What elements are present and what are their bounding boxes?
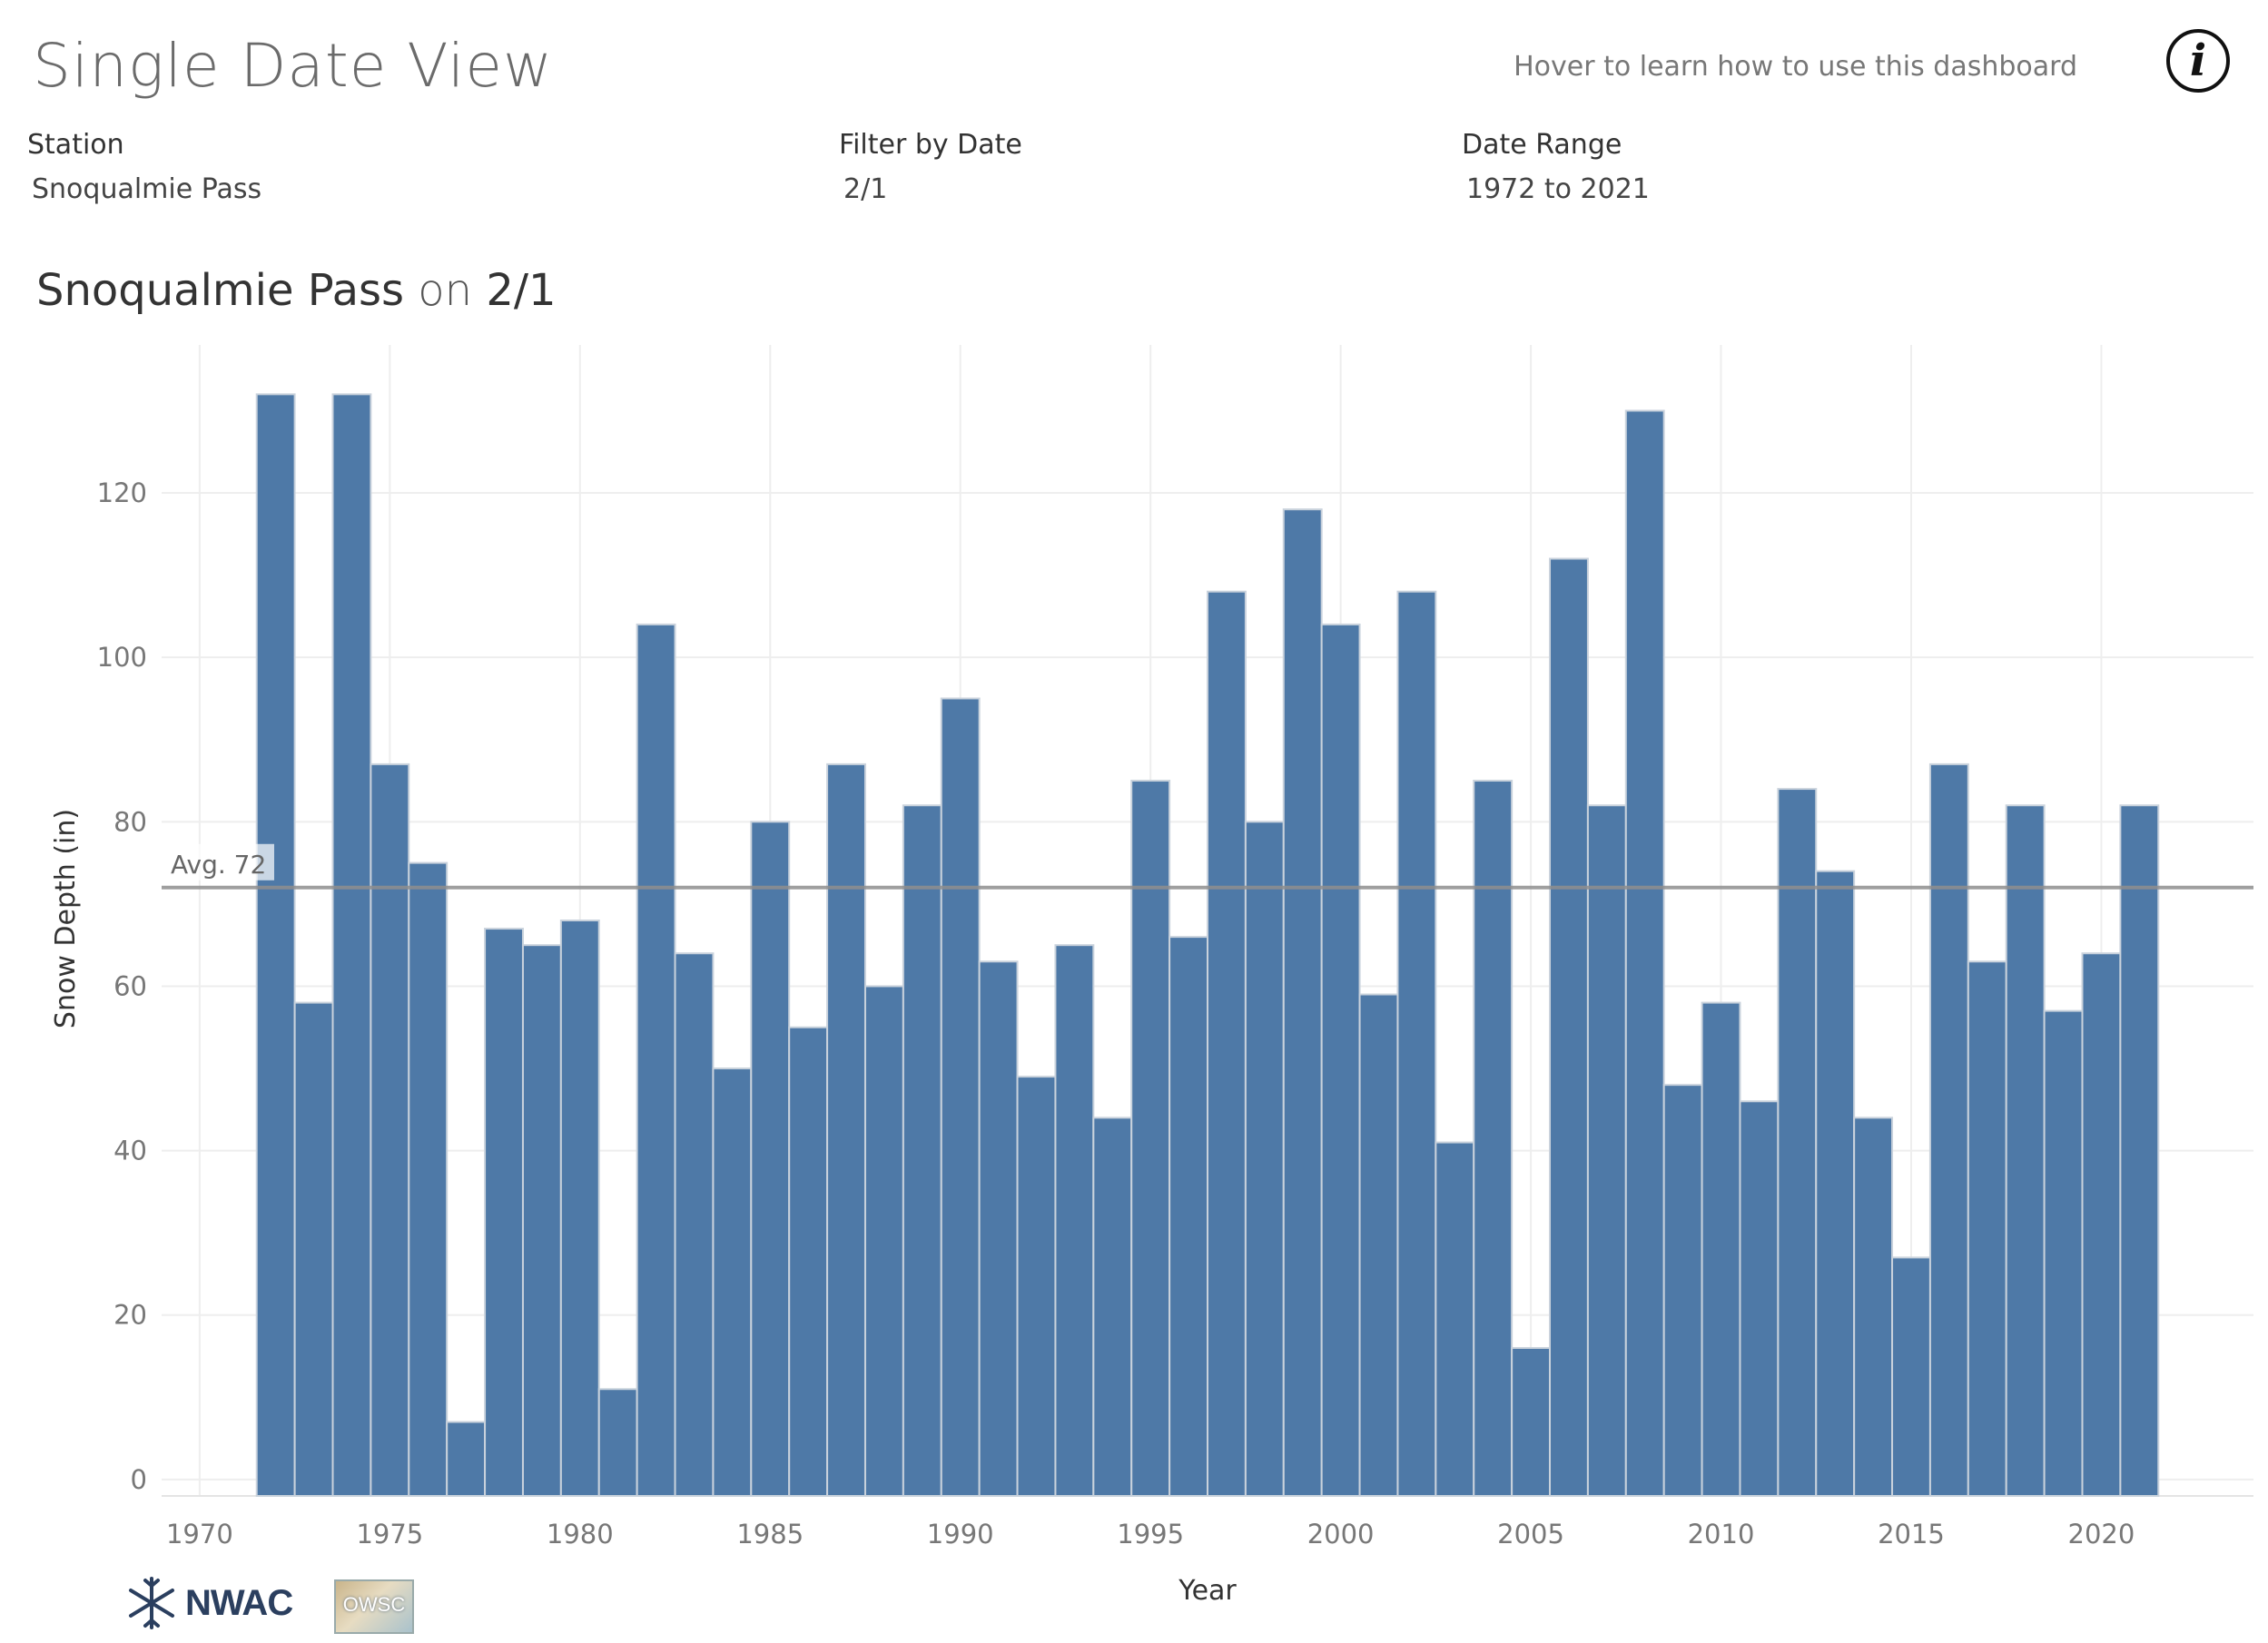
bar: 2001: 59 (1358, 993, 1399, 1497)
x-tick-label: 1975 (356, 1519, 423, 1550)
bar: 2013: 74 (1815, 870, 1856, 1497)
bar: 1997: 108 (1207, 590, 1247, 1497)
x-axis-title: Year (1178, 1575, 1237, 1607)
y-axis-title: Snow Depth (in) (50, 809, 82, 1028)
bar: 1987: 87 (826, 762, 866, 1497)
bar: 2005: 16 (1511, 1346, 1552, 1497)
y-tick-label: 60 (113, 970, 147, 1001)
bar: 2016: 87 (1928, 762, 1969, 1497)
y-tick-label: 80 (113, 806, 147, 837)
bar: 2000: 104 (1320, 623, 1361, 1497)
y-tick-label: 40 (113, 1136, 147, 1166)
y-tick-label: 120 (97, 477, 147, 508)
date-range-value[interactable]: 1972 to 2021 (1466, 173, 1650, 205)
bar: 2008: 130 (1624, 409, 1665, 1497)
bar: 1973: 58 (293, 1001, 334, 1497)
bar: 1990: 95 (940, 697, 981, 1497)
date-filter-label: Filter by Date (839, 129, 1022, 161)
owsc-logo[interactable]: OWSC (334, 1579, 414, 1634)
bar: 2021: 82 (2119, 804, 2160, 1497)
bar: 1980: 68 (559, 920, 600, 1497)
y-tick-label: 0 (131, 1464, 147, 1495)
x-tick-label: 1970 (166, 1519, 233, 1550)
station-filter[interactable]: Station Snoqualmie Pass (27, 129, 261, 205)
bar: 2020: 64 (2081, 952, 2122, 1497)
bar: 1982: 104 (636, 623, 676, 1497)
info-icon[interactable]: i (2166, 29, 2230, 93)
bar: 1993: 65 (1054, 944, 1095, 1497)
bar: 1992: 49 (1016, 1076, 1057, 1497)
chart-title-station: Snoqualmie Pass (36, 265, 404, 316)
nwac-logo[interactable]: NWAC (123, 1575, 293, 1631)
x-tick-label: 2010 (1688, 1519, 1755, 1550)
y-tick-label: 100 (97, 642, 147, 673)
chart-title: Snoqualmie Pass on 2/1 (36, 265, 557, 316)
bar: 2003: 41 (1435, 1141, 1475, 1497)
y-tick-label: 20 (113, 1300, 147, 1331)
bar: 2009: 48 (1662, 1084, 1703, 1497)
bar: 1991: 63 (978, 960, 1019, 1498)
bar: 1972: 132 (255, 393, 296, 1497)
x-tick-label: 2020 (2068, 1519, 2135, 1550)
bar: 2010: 58 (1701, 1001, 1741, 1497)
bar: 1974: 132 (331, 393, 372, 1497)
bar: 1995: 85 (1130, 780, 1171, 1497)
bar: 1976: 75 (408, 861, 449, 1497)
help-hint[interactable]: Hover to learn how to use this dashboard (1514, 51, 2077, 83)
bar: 1977: 7 (446, 1421, 487, 1497)
bar: 1981: 11 (597, 1388, 638, 1498)
average-label-bg (167, 843, 274, 881)
x-tick-label: 2005 (1497, 1519, 1564, 1550)
bar: 2014: 44 (1853, 1117, 1894, 1498)
chart-title-date: 2/1 (486, 265, 557, 316)
x-tick-label: 2000 (1307, 1519, 1375, 1550)
bar: 1988: 60 (863, 985, 904, 1497)
bar: 1994: 44 (1092, 1117, 1133, 1498)
x-tick-label: 1995 (1117, 1519, 1184, 1550)
x-tick-label: 2015 (1878, 1519, 1945, 1550)
bar: 1984: 50 (712, 1067, 753, 1497)
page-title: Single Date View (33, 31, 553, 101)
bar: 1989: 82 (902, 804, 942, 1497)
bar: 2007: 82 (1586, 804, 1627, 1497)
bar: 1996: 66 (1169, 936, 1209, 1497)
bar: 1986: 55 (788, 1026, 829, 1497)
chart-title-connector: on (418, 265, 473, 316)
bar: 1979: 65 (521, 944, 562, 1497)
date-range-label: Date Range (1462, 129, 1622, 161)
average-label: Avg. 72 (171, 850, 266, 880)
station-filter-value[interactable]: Snoqualmie Pass (32, 173, 262, 205)
bar: 2002: 108 (1396, 590, 1437, 1497)
bar: 1998: 80 (1244, 821, 1285, 1497)
bar: 1975: 87 (370, 762, 410, 1497)
bar: 2004: 85 (1473, 780, 1514, 1497)
bar: 1983: 64 (674, 952, 715, 1497)
x-tick-label: 1980 (547, 1519, 614, 1550)
bar: 2018: 82 (2005, 804, 2046, 1497)
snowflake-icon (129, 1577, 174, 1629)
bar: 2006: 112 (1549, 557, 1589, 1497)
bar: 2015: 27 (1891, 1256, 1931, 1498)
date-range-filter[interactable]: Date Range 1972 to 2021 (1462, 129, 1650, 205)
station-filter-label: Station (27, 129, 124, 161)
x-tick-label: 1985 (736, 1519, 804, 1550)
date-filter-value[interactable]: 2/1 (843, 173, 888, 205)
bar: 1985: 80 (750, 821, 791, 1497)
bar: 2017: 63 (1967, 960, 2007, 1498)
date-filter[interactable]: Filter by Date 2/1 (839, 129, 1022, 205)
bar: 1978: 67 (484, 928, 524, 1497)
bar: 2012: 84 (1777, 788, 1818, 1497)
bar: 2011: 46 (1739, 1100, 1780, 1498)
x-tick-label: 1990 (927, 1519, 994, 1550)
bar: 1999: 118 (1282, 508, 1323, 1498)
nwac-logo-text: NWAC (185, 1582, 293, 1623)
